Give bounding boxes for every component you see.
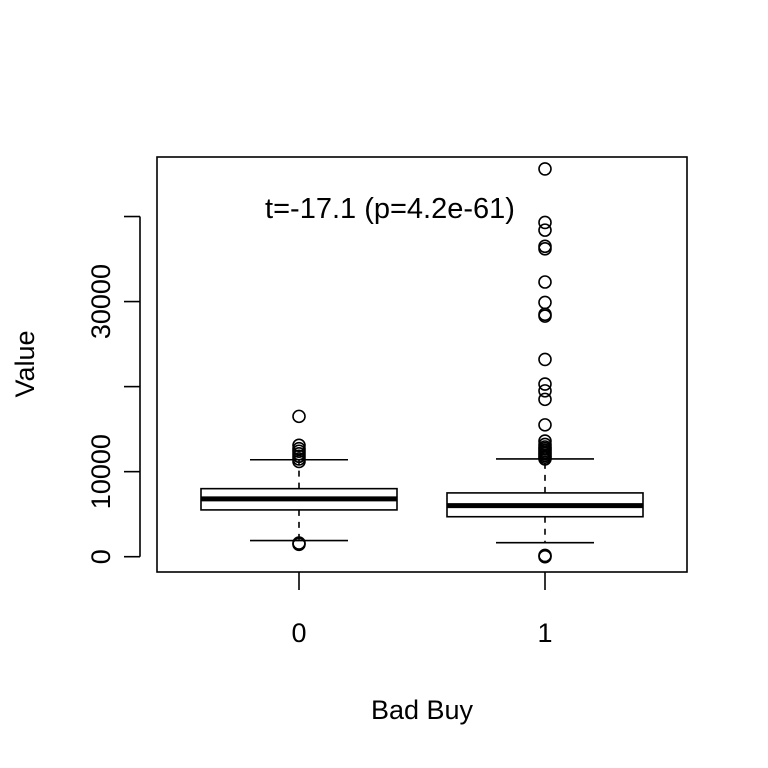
annotation-text: t=-17.1 (p=4.2e-61) [265,193,515,225]
x-tick-label: 1 [537,618,552,648]
outlier-point [538,434,552,448]
outlier-point [538,295,552,310]
y-tick-label: 30000 [86,264,116,339]
outlier-point [538,215,552,230]
y-tick-label: 10000 [86,434,116,509]
outlier-point [538,377,552,391]
outlier-point [538,239,552,254]
x-axis-title: Bad Buy [371,695,474,725]
outlier-point [292,409,306,424]
y-axis: 0 10000 30000 [86,215,141,564]
outlier-point [538,223,552,237]
outlier-point [538,437,552,452]
y-axis-title: Value [10,330,40,397]
outlier-point [538,384,552,398]
outlier-point [538,548,552,563]
outlier-point [538,392,552,407]
outlier-point [538,418,552,432]
outlier-point [538,352,552,367]
outlier-point [292,438,306,453]
y-tick-label: 0 [86,549,116,564]
box-group-1 [446,162,644,564]
plot-frame [156,156,688,573]
outlier-point [292,536,306,550]
x-tick-label: 0 [291,618,306,648]
boxes-layer [200,162,644,564]
outlier-point [538,275,552,289]
box-group-0 [200,409,398,552]
outlier-point [538,162,552,176]
outlier-point [292,441,306,456]
